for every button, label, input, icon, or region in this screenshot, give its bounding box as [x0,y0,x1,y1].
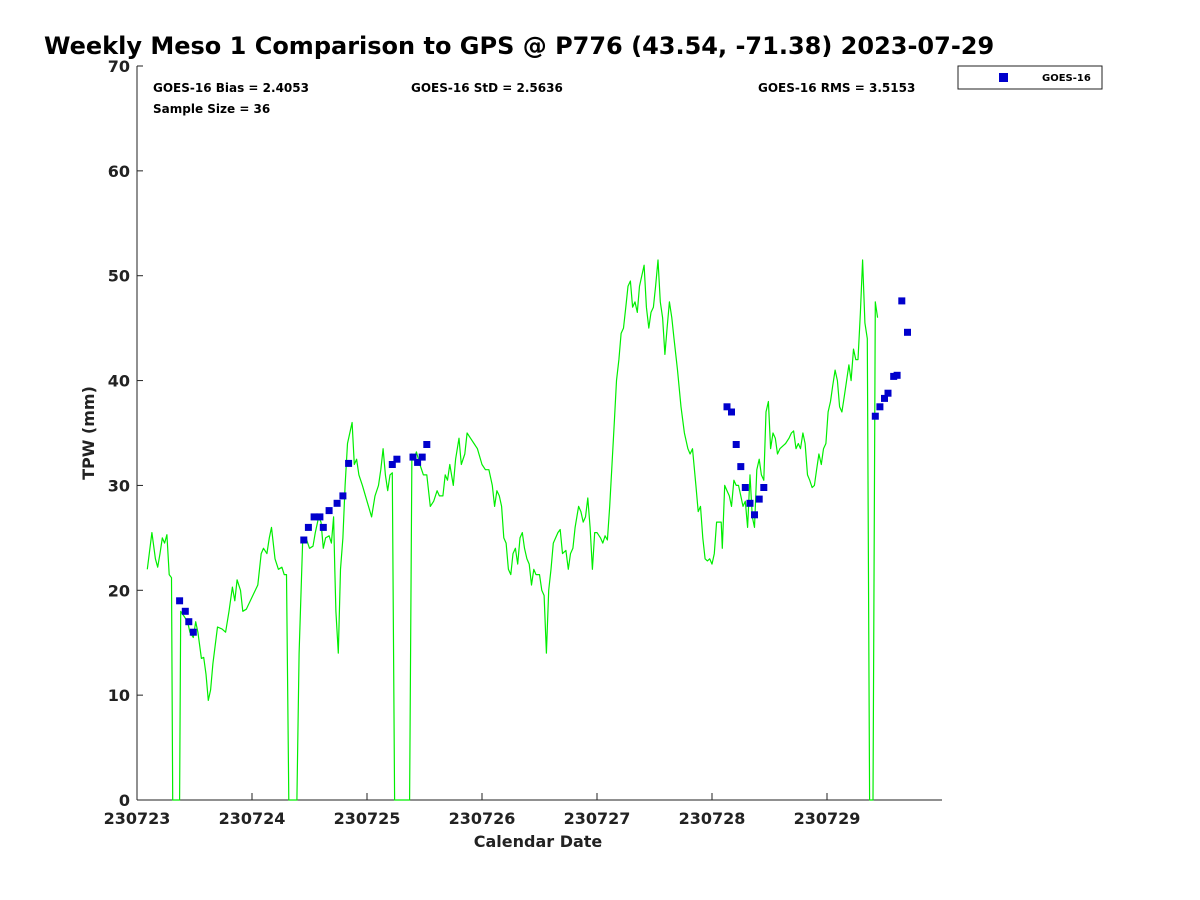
y-tick-label: 70 [108,57,130,76]
x-axis-label: Calendar Date [474,832,603,851]
goes16-point [904,328,911,336]
y-tick-label: 50 [108,267,130,286]
goes16-point [876,403,884,411]
goes16-point [737,463,745,471]
stat-sample-size: Sample Size = 36 [153,102,270,116]
goes16-point [755,495,763,503]
x-tick-label: 230728 [679,809,746,828]
y-tick-label: 10 [108,686,130,705]
legend-box [957,65,1103,90]
goes16-point [185,618,193,626]
x-tick-label: 230729 [794,809,861,828]
x-tick-label: 230724 [219,809,286,828]
goes16-point [751,511,758,519]
goes16-point [339,492,347,500]
x-tick-label: 230723 [104,809,171,828]
goes16-point [418,453,426,461]
x-tick-label: 230726 [449,809,516,828]
goes16-point [881,394,888,402]
goes16-point [393,455,401,463]
stat-std: GOES-16 StD = 2.5636 [411,81,563,95]
legend: GOES-16 [957,65,1103,90]
y-tick-label: 30 [108,476,130,495]
gps-series [146,259,879,801]
goes16-point [409,453,417,461]
goes16-point [325,507,333,515]
x-tick-label: 230725 [334,809,401,828]
y-tick-label: 60 [108,162,130,181]
goes16-point [181,607,189,615]
goes16-point [189,628,197,636]
legend-marker-goes16 [999,73,1008,82]
y-tick-label: 40 [108,372,130,391]
goes16-point [176,597,184,605]
y-tick-label: 0 [119,791,130,810]
goes16-point [728,408,735,416]
y-axis-label: TPW (mm) [79,386,98,480]
goes16-point [304,523,312,531]
goes16-point [898,297,906,305]
goes16-point [893,371,901,379]
goes16-point [310,513,318,521]
y-tick-label: 20 [108,581,130,600]
goes16-point [388,461,396,468]
goes16-point [760,484,768,491]
goes16-point [884,389,892,397]
gps-line [146,259,879,801]
goes16-point [333,499,341,507]
goes16-point [300,536,308,544]
goes16-point [723,403,731,411]
x-axis-ticks: 230723 230724 230725 230726 230727 230728 2307… [104,793,861,828]
goes16-point [316,513,324,521]
goes16-point [746,499,754,507]
goes16-point [732,441,740,448]
goes16-point [741,484,749,491]
goes16-point [319,523,327,531]
goes16-point [345,459,353,467]
stat-rms: GOES-16 RMS = 3.5153 [758,81,915,95]
x-tick-label: 230727 [564,809,631,828]
chart-title: Weekly Meso 1 Comparison to GPS @ P776 (… [44,32,994,60]
goes16-point [414,458,422,466]
legend-label-goes16: GOES-16 [1042,73,1091,84]
goes16-series [176,297,911,636]
y-axis-ticks: 0 10 20 30 40 50 60 70 [108,57,143,810]
goes16-point [423,441,431,448]
stat-bias: GOES-16 Bias = 2.4053 [153,81,309,95]
goes16-point [871,412,879,420]
